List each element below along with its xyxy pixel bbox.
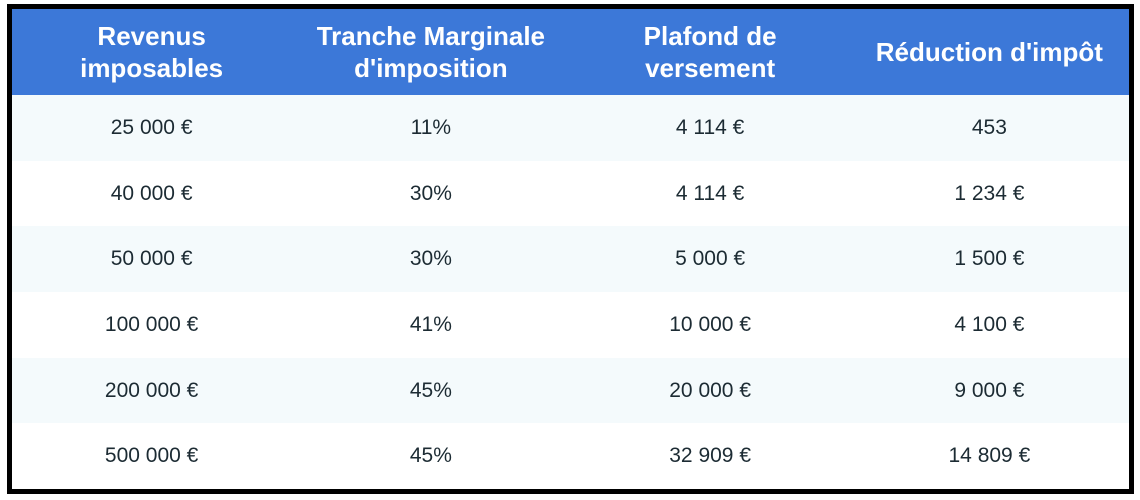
table-row: 40 000 € 30% 4 114 € 1 234 € — [12, 160, 1129, 227]
table-row: 100 000 € 41% 10 000 € 4 100 € — [12, 292, 1129, 358]
table-cell: 20 000 € — [669, 378, 751, 402]
table-cell: 40 000 € — [110, 181, 193, 205]
table-row: 200 000 € 45% 20 000 € 9 000 € — [12, 357, 1129, 424]
table-cell: 4 114 € — [675, 181, 745, 205]
table-cell: 45% — [409, 378, 452, 402]
table-cell: 50 000 € — [110, 247, 193, 271]
table-cell: 25 000 € — [110, 115, 193, 139]
tax-reduction-table: Revenus imposables Tranche Marginale d'i… — [7, 4, 1134, 494]
table-cell: 4 114 € — [675, 115, 745, 139]
column-header-label: Réduction d'impôt — [875, 37, 1103, 67]
table-cell: 500 000 € — [104, 444, 199, 468]
table-cell: 10 000 € — [669, 312, 751, 336]
table-cell: 11% — [410, 115, 452, 139]
table-cell: 5 000 € — [675, 247, 746, 271]
table-cell: 45% — [409, 444, 452, 468]
table-row: 50 000 € 30% 5 000 € 1 500 € — [12, 226, 1129, 293]
table-row: 500 000 € 45% 32 909 € 14 809 € — [12, 423, 1129, 490]
column-header-label: Tranche Marginale d'imposition — [316, 21, 546, 83]
column-header-tranche-marginale: Tranche Marginale d'imposition — [291, 9, 570, 95]
table-cell: 41% — [409, 312, 452, 336]
table-row: 25 000 € 11% 4 114 € 453 — [12, 95, 1129, 161]
table-cell: 200 000 € — [104, 378, 199, 402]
table-cell: 1 234 € — [954, 181, 1025, 205]
table-cell: 4 100 € — [954, 312, 1025, 336]
table-cell: 32 909 € — [669, 444, 751, 468]
table-cell: 100 000 € — [104, 312, 199, 336]
table-header-row: Revenus imposables Tranche Marginale d'i… — [12, 9, 1129, 95]
table-cell: 453 — [971, 115, 1007, 139]
table-cell: 9 000 € — [954, 378, 1025, 402]
column-header-reduction-impot: Réduction d'impôt — [850, 9, 1129, 95]
table-cell: 1 500 € — [954, 247, 1025, 271]
column-header-revenus-imposables: Revenus imposables — [12, 9, 291, 95]
column-header-label: Plafond de versement — [643, 21, 777, 83]
table-cell: 30% — [409, 247, 452, 271]
column-header-label: Revenus imposables — [80, 21, 224, 83]
table-cell: 30% — [409, 181, 452, 205]
table-cell: 14 809 € — [948, 444, 1031, 468]
column-header-plafond-versement: Plafond de versement — [571, 9, 850, 95]
